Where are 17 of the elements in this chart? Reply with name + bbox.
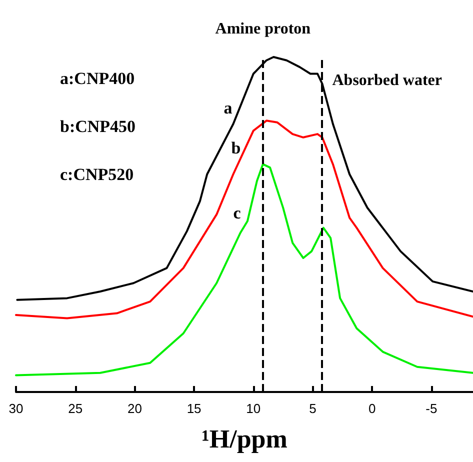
annotation: a:CNP400	[60, 69, 135, 88]
x-tick-label: 15	[186, 401, 202, 416]
annotation: b	[231, 138, 241, 158]
x-tick-label: 0	[368, 401, 376, 416]
annotation: a	[224, 98, 233, 118]
x-tick-label: -5	[426, 401, 438, 416]
annotation: b:CNP450	[60, 117, 136, 136]
x-tick-label: 20	[127, 401, 142, 416]
x-tick-label: 25	[68, 401, 83, 416]
annotation: c:CNP520	[60, 165, 134, 184]
x-tick-label: 30	[8, 401, 24, 416]
x-axis-title: ¹H/ppm	[202, 424, 288, 454]
ref-line-label: Absorbed water	[332, 72, 442, 89]
ref-line-label: Amine proton	[215, 20, 311, 38]
x-tick-label: 5	[309, 401, 316, 416]
annotation: c	[233, 204, 242, 222]
x-tick-label: 10	[246, 401, 261, 416]
